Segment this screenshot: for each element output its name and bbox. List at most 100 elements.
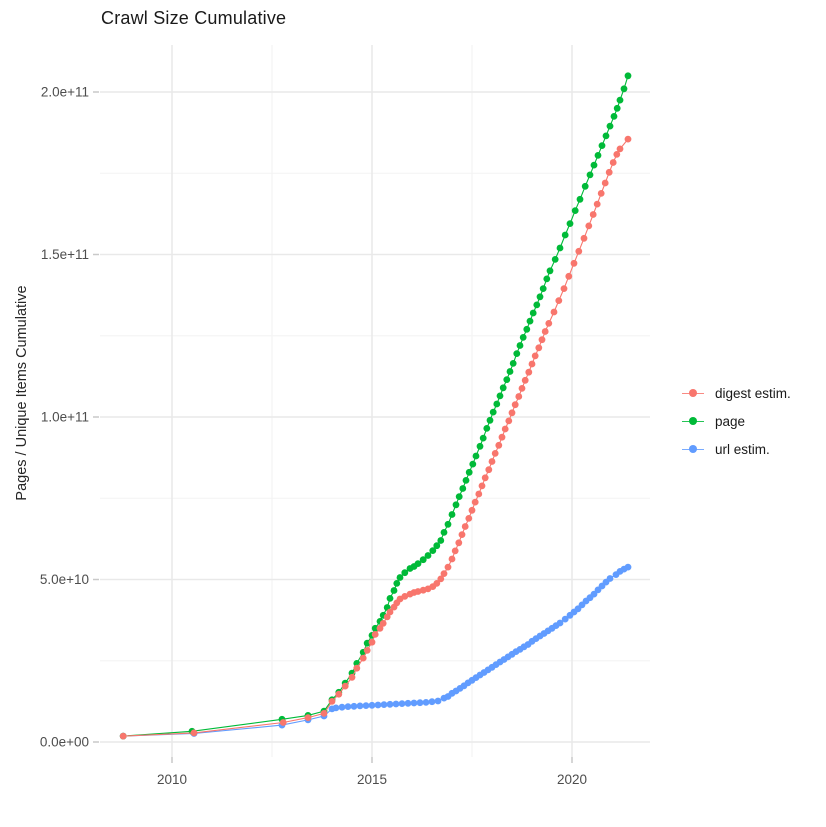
legend-label: page xyxy=(715,413,746,429)
data-point-page xyxy=(598,142,606,150)
data-point-page xyxy=(486,416,494,424)
data-point-url-estim xyxy=(398,700,406,707)
data-point-digest-estim xyxy=(601,179,609,187)
data-point-page xyxy=(479,434,487,442)
data-point-page xyxy=(624,72,632,80)
data-point-digest-estim xyxy=(368,638,376,646)
data-point-url-estim xyxy=(386,700,394,708)
data-point-digest-estim xyxy=(328,698,336,705)
data-point-digest-estim xyxy=(570,259,578,267)
data-point-digest-estim xyxy=(585,222,593,230)
data-point-url-estim xyxy=(374,701,382,709)
legend-label: url estim. xyxy=(715,441,770,457)
data-point-page xyxy=(620,85,628,93)
data-point-page xyxy=(489,408,497,416)
y-tick-label: 2.0e+11 xyxy=(41,85,89,100)
data-point-digest-estim xyxy=(597,190,605,197)
data-point-page xyxy=(613,104,621,112)
data-point-page xyxy=(452,501,460,509)
data-point-page xyxy=(493,400,501,408)
data-point-url-estim xyxy=(350,702,358,710)
data-point-page xyxy=(499,384,507,392)
data-point-digest-estim xyxy=(565,272,573,280)
data-point-page xyxy=(590,161,598,169)
data-point-digest-estim xyxy=(580,234,588,242)
data-point-page xyxy=(602,132,610,140)
x-tick-label: 2010 xyxy=(157,772,187,787)
data-point-digest-estim xyxy=(461,523,469,530)
data-point-url-estim xyxy=(356,702,364,710)
data-point-page xyxy=(465,468,473,476)
data-point-digest-estim xyxy=(359,654,367,662)
data-point-digest-estim xyxy=(521,376,529,384)
legend-item-digest-estim: digest estim. xyxy=(682,379,791,407)
series-line-digest-estim xyxy=(123,138,629,737)
data-point-url-estim xyxy=(392,700,400,708)
data-point-page xyxy=(503,376,511,383)
data-point-digest-estim xyxy=(190,729,198,737)
data-point-digest-estim xyxy=(433,580,441,587)
data-point-digest-estim xyxy=(498,433,506,441)
data-point-page xyxy=(419,556,427,564)
data-point-page xyxy=(539,285,547,292)
data-point-digest-estim xyxy=(279,719,287,726)
data-point-page xyxy=(594,152,602,159)
data-point-page xyxy=(440,529,448,536)
data-point-digest-estim xyxy=(508,409,516,417)
data-point-digest-estim xyxy=(560,285,568,292)
data-point-page xyxy=(571,207,579,215)
data-point-digest-estim xyxy=(363,647,371,654)
data-point-page xyxy=(529,309,537,317)
data-point-digest-estim xyxy=(376,624,384,632)
legend-item-page: page xyxy=(682,407,791,435)
data-point-page xyxy=(513,350,521,357)
data-point-page xyxy=(509,360,517,367)
data-point-digest-estim xyxy=(353,664,361,672)
data-point-page xyxy=(433,542,441,550)
data-point-digest-estim xyxy=(541,328,549,335)
data-point-digest-estim xyxy=(550,308,558,316)
data-point-digest-estim xyxy=(455,539,463,547)
legend-key-digest-icon xyxy=(682,388,704,398)
y-tick-label: 1.5e+11 xyxy=(41,247,89,262)
data-point-page xyxy=(519,334,527,341)
data-point-url-estim xyxy=(422,699,430,706)
data-point-digest-estim xyxy=(371,631,379,638)
data-point-digest-estim xyxy=(528,360,536,368)
data-point-page xyxy=(516,342,524,349)
y-tick-label: 0.0e+00 xyxy=(40,735,89,750)
x-tick-label: 2020 xyxy=(557,772,587,787)
data-point-digest-estim xyxy=(386,608,394,616)
data-point-url-estim xyxy=(410,699,418,707)
data-point-digest-estim xyxy=(348,673,356,681)
data-point-url-estim xyxy=(606,575,614,582)
data-point-digest-estim xyxy=(475,490,483,498)
data-point-page xyxy=(616,96,624,104)
legend: digest estim. page url estim. xyxy=(682,379,791,463)
data-point-digest-estim xyxy=(465,515,473,522)
data-point-page xyxy=(561,231,569,239)
data-point-url-estim xyxy=(368,701,376,709)
data-point-page xyxy=(448,511,456,518)
data-point-digest-estim xyxy=(624,135,632,143)
data-point-digest-estim xyxy=(589,211,597,218)
data-point-digest-estim xyxy=(535,344,543,352)
data-point-digest-estim xyxy=(458,531,466,538)
data-point-digest-estim xyxy=(379,620,387,627)
data-point-digest-estim xyxy=(575,247,583,255)
data-point-page xyxy=(424,552,432,559)
y-tick-label: 1.0e+11 xyxy=(41,410,89,425)
data-point-digest-estim xyxy=(518,385,526,392)
data-point-page xyxy=(469,460,477,468)
data-point-page xyxy=(581,182,589,190)
data-point-page xyxy=(396,574,404,581)
data-point-digest-estim xyxy=(414,588,422,595)
data-point-page xyxy=(586,171,594,179)
data-point-digest-estim xyxy=(555,297,563,304)
data-point-digest-estim xyxy=(451,547,459,555)
data-point-url-estim xyxy=(434,697,442,705)
data-point-digest-estim xyxy=(471,498,479,506)
data-point-digest-estim xyxy=(448,555,456,563)
data-point-page xyxy=(533,301,541,309)
